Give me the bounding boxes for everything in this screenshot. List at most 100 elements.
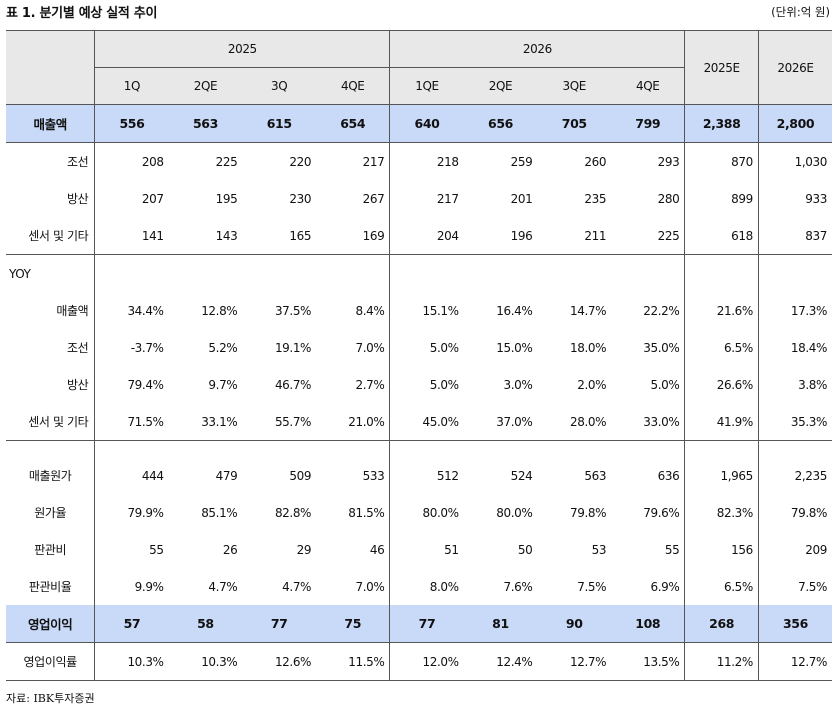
header-year-2025: 2025	[94, 30, 390, 68]
row-label: 매출액	[56, 304, 89, 318]
table-cell: 654	[316, 104, 390, 143]
table-cell: 28.0%	[537, 403, 612, 441]
row-label: 조선	[67, 341, 89, 355]
table-cell: 75	[316, 605, 390, 643]
table-cell	[242, 255, 316, 293]
table-cell: 35.3%	[757, 403, 832, 441]
table-cell: 615	[242, 104, 317, 143]
table-cell: 705	[537, 104, 612, 143]
table-cell: 640	[389, 104, 464, 143]
table-cell: 12.8%	[201, 303, 238, 318]
row-label: YOY	[9, 266, 31, 281]
table-cell: 799	[611, 104, 685, 143]
table-cell: 16.4%	[496, 303, 533, 318]
table-cell: 12.7%	[537, 642, 612, 681]
table-cell: 14.7%	[569, 303, 607, 318]
table-cell: 81	[463, 605, 538, 643]
table-cell: 80.0%	[496, 505, 533, 520]
table-cell: 207	[94, 180, 169, 217]
header-annual-2025e: 2025E	[684, 30, 759, 105]
table-cell: 230	[289, 191, 312, 206]
table-cell: 79.8%	[757, 494, 832, 531]
header-quarter: 3Q	[242, 67, 317, 105]
row-label: 매출원가	[28, 469, 72, 483]
table-row: 영업이익 57 58 77 75 77 81 90 108 268 356	[6, 605, 832, 643]
table-cell: 29	[296, 542, 312, 557]
table-cell: 80.0%	[389, 494, 464, 531]
table-cell: 225	[215, 154, 238, 169]
table-cell: 235	[584, 191, 607, 206]
table-cell: 7.6%	[503, 579, 533, 594]
table-cell: 6.5%	[684, 568, 759, 605]
header-year-2026: 2026	[389, 30, 685, 68]
table-cell: 209	[757, 531, 832, 568]
table-cell: 225	[611, 217, 685, 255]
table-cell: 260	[584, 154, 607, 169]
table-cell: 4.7%	[208, 579, 238, 594]
table-cell: 356	[757, 605, 832, 643]
table-cell: 10.3%	[168, 642, 243, 681]
table-cell: 33.0%	[611, 403, 685, 441]
table-cell: 259	[510, 154, 533, 169]
header-corner	[6, 30, 95, 105]
table-cell: 7.0%	[355, 340, 385, 355]
table-cell: 82.8%	[274, 505, 312, 520]
table-cell: 6.5%	[684, 329, 759, 366]
header-quarter: 4QE	[611, 67, 685, 105]
table-cell: 5.0%	[650, 377, 680, 392]
table-cell: 636	[657, 468, 680, 483]
table-cell: 51	[389, 531, 464, 568]
table-cell	[611, 255, 685, 293]
row-label: 판관비	[34, 543, 67, 557]
table-cell: 5.0%	[389, 329, 464, 366]
table-cell: 90	[537, 605, 612, 643]
table-row: YOY	[6, 254, 832, 293]
table-cell: 656	[463, 104, 538, 143]
table-cell: 12.7%	[757, 642, 832, 681]
header-quarter: 1Q	[94, 67, 169, 105]
table-cell: 141	[94, 217, 169, 255]
table-row: 판관비율 9.9% 4.7% 4.7% 7.0% 8.0% 7.6% 7.5% 6.9% 6.5%…	[6, 568, 832, 605]
earnings-table: 2025 2026 2025E 2026E 1Q 2QE 3Q 4QE 1QE …	[6, 30, 832, 681]
table-cell	[684, 254, 759, 292]
table-cell: 9.9%	[94, 568, 169, 605]
table-cell: 169	[316, 217, 390, 255]
table-cell: 79.6%	[643, 505, 680, 520]
table-cell: 5.2%	[208, 340, 238, 355]
table-row: 방산 207 195 230 267 217 201 235 280 899 933	[6, 180, 832, 217]
table-cell: 156	[684, 531, 759, 568]
table-cell: 71.5%	[94, 403, 169, 441]
table-cell: 7.5%	[757, 568, 832, 605]
table-cell: 509	[289, 468, 312, 483]
table-cell: 8.0%	[389, 568, 464, 605]
table-cell: 1,030	[757, 142, 832, 180]
table-cell: 15.1%	[389, 292, 464, 329]
table-cell: 58	[168, 605, 243, 643]
table-title: 표 1. 분기별 예상 실적 추이	[6, 6, 158, 21]
table-cell: 444	[94, 457, 169, 494]
table-cell: 34.4%	[94, 292, 169, 329]
row-label: 센서 및 기타	[6, 403, 95, 441]
table-cell: 17.3%	[757, 292, 832, 329]
table-row: 센서 및 기타 141 143 165 169 204 196 211 225 618 837	[6, 217, 832, 255]
table-cell: 37.0%	[463, 403, 538, 441]
table-cell	[389, 254, 464, 292]
spacer-row	[6, 440, 832, 457]
table-cell: 11.2%	[684, 642, 759, 681]
table-cell: 12.4%	[463, 642, 538, 681]
table-cell: 77	[389, 605, 464, 643]
table-cell: 19.1%	[274, 340, 312, 355]
table-cell: 11.5%	[316, 642, 390, 681]
table-cell: 79.4%	[94, 366, 169, 403]
table-cell: 2.0%	[577, 377, 607, 392]
row-label: 센서 및 기타	[6, 217, 95, 255]
table-cell: 35.0%	[643, 340, 680, 355]
table-cell: 21.0%	[316, 403, 390, 441]
table-cell: 220	[289, 154, 312, 169]
table-cell: 46.7%	[274, 377, 312, 392]
table-cell: 196	[463, 217, 538, 255]
header-quarter: 4QE	[316, 67, 390, 105]
table-cell: 143	[168, 217, 243, 255]
table-cell: 899	[684, 180, 759, 217]
table-cell: 26.6%	[684, 366, 759, 403]
